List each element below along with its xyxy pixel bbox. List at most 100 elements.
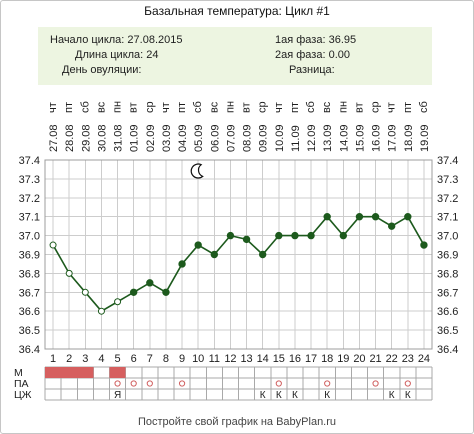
- x-tick-label: 15: [273, 353, 285, 365]
- weekday-label: сб: [418, 101, 430, 113]
- data-point: [210, 250, 219, 259]
- y-tick-label-left: 37.1: [19, 212, 40, 224]
- data-point: [355, 213, 364, 221]
- menstruation-cell: [45, 367, 62, 378]
- difference-label: Разница:: [289, 64, 335, 76]
- x-tick-label: 9: [179, 353, 185, 365]
- x-tick-label: 11: [209, 353, 220, 365]
- x-tick-label: 1: [50, 353, 56, 365]
- plot-area-border: [44, 159, 433, 350]
- data-point: [307, 231, 315, 240]
- weekday-label: ср: [144, 101, 156, 113]
- ovulation-day: День овуляции:: [62, 64, 141, 77]
- weekday-label: ср: [370, 101, 382, 113]
- date-label: 14.09: [338, 124, 350, 152]
- data-point-hollow: [49, 241, 57, 249]
- y-tick-label-left: 36.4: [19, 344, 40, 356]
- date-label: 28.08: [64, 124, 76, 152]
- cycle-start-value: 27.08.2015: [127, 34, 183, 46]
- weekday-label: чт: [160, 102, 172, 113]
- data-point-hollow: [81, 288, 89, 296]
- data-point: [275, 231, 283, 240]
- circle-icon: [324, 380, 331, 387]
- y-tick-label-left: 36.7: [19, 287, 40, 299]
- data-point: [258, 250, 267, 259]
- date-label: 12.09: [306, 124, 318, 152]
- data-point: [404, 213, 412, 221]
- y-tick-label-right: 36.7: [437, 287, 458, 299]
- x-tick-label: 17: [305, 353, 317, 365]
- weekday-label: вс: [208, 101, 220, 113]
- ovulation-day-label: День овуляции:: [62, 64, 142, 76]
- weekday-label: пт: [63, 102, 75, 113]
- weekday-label: пн: [112, 101, 124, 113]
- data-point: [242, 235, 251, 244]
- y-tick-label-right: 36.4: [437, 344, 458, 356]
- y-tick-label-left: 36.5: [19, 325, 40, 337]
- x-tick-label: 13: [240, 353, 252, 365]
- y-tick-label-right: 37.0: [437, 231, 458, 243]
- y-tick-label-left: 36.9: [19, 250, 40, 262]
- phase-1: 1ая фаза: 36.95: [275, 34, 356, 47]
- date-label: 10.09: [274, 124, 286, 152]
- menstruation-cell: [109, 367, 126, 378]
- date-label: 31.08: [113, 124, 125, 152]
- menstruation-cell: [77, 367, 94, 378]
- circle-icon: [404, 380, 411, 387]
- data-point: [129, 288, 138, 296]
- date-label: 29.08: [80, 124, 92, 152]
- tracking-row-label-menstruation: М: [14, 367, 23, 379]
- tracking-row-label-cervical-fluid: ЦЖ: [14, 389, 32, 401]
- x-tick-label: 10: [192, 353, 204, 365]
- cycle-length-value: 24: [146, 49, 159, 61]
- weekday-label: вт: [241, 102, 253, 113]
- data-point: [162, 288, 170, 296]
- y-tick-label-left: 37.0: [19, 231, 40, 243]
- date-label: 15.09: [354, 124, 366, 152]
- weekday-label: чт: [47, 102, 59, 113]
- menstruation-cell: [61, 367, 78, 378]
- y-tick-label-right: 36.5: [437, 325, 458, 337]
- weekday-label: чт: [386, 102, 398, 113]
- cervical-fluid-symbol: К: [405, 390, 411, 401]
- date-label: 30.08: [96, 124, 108, 152]
- y-tick-label-left: 36.8: [19, 268, 40, 280]
- date-label: 13.09: [322, 124, 334, 152]
- cervical-fluid-symbol: К: [389, 390, 395, 401]
- weekday-label: вс: [95, 101, 107, 113]
- data-point: [420, 241, 428, 249]
- date-label: 18.09: [403, 124, 415, 152]
- date-label: 07.09: [225, 124, 237, 152]
- circle-icon: [114, 380, 121, 387]
- cycle-length: Длина цикла: 24: [75, 49, 159, 62]
- data-point: [146, 279, 154, 287]
- tracking-row-label-intercourse: ПА: [14, 378, 29, 390]
- x-tick-label: 14: [257, 353, 269, 365]
- phase-2: 2ая фаза: 0.00: [275, 49, 350, 62]
- date-label: 11.09: [290, 125, 302, 152]
- phase-2-label: 2ая фаза:: [275, 49, 326, 61]
- y-tick-label-right: 36.9: [437, 250, 458, 262]
- x-tick-label: 7: [147, 353, 153, 365]
- footer-note: Постройте свой график на BabyPlan.ru: [137, 416, 337, 428]
- x-tick-label: 21: [369, 353, 381, 365]
- x-tick-label: 20: [353, 353, 365, 365]
- x-tick-label: 18: [321, 353, 333, 365]
- phase-1-label: 1ая фаза:: [275, 34, 326, 46]
- y-tick-label-left: 36.6: [19, 306, 40, 318]
- cycle-length-label: Длина цикла:: [75, 49, 144, 61]
- circle-icon: [372, 380, 379, 387]
- x-tick-label: 2: [66, 353, 72, 365]
- x-tick-label: 5: [115, 353, 121, 365]
- date-label: 08.09: [242, 124, 254, 152]
- weekday-label: сб: [79, 101, 91, 113]
- y-tick-label-right: 37.1: [437, 212, 458, 224]
- weekday-label: вт: [128, 102, 140, 113]
- data-point: [226, 231, 235, 240]
- date-label: 06.09: [209, 124, 221, 152]
- y-tick-label-right: 37.4: [437, 155, 458, 167]
- x-tick-label: 23: [402, 353, 414, 365]
- data-point: [339, 231, 348, 240]
- y-tick-label-right: 36.6: [437, 306, 458, 318]
- cycle-summary-panel: Начало цикла: 27.08.2015 Длина цикла: 24…: [38, 27, 432, 85]
